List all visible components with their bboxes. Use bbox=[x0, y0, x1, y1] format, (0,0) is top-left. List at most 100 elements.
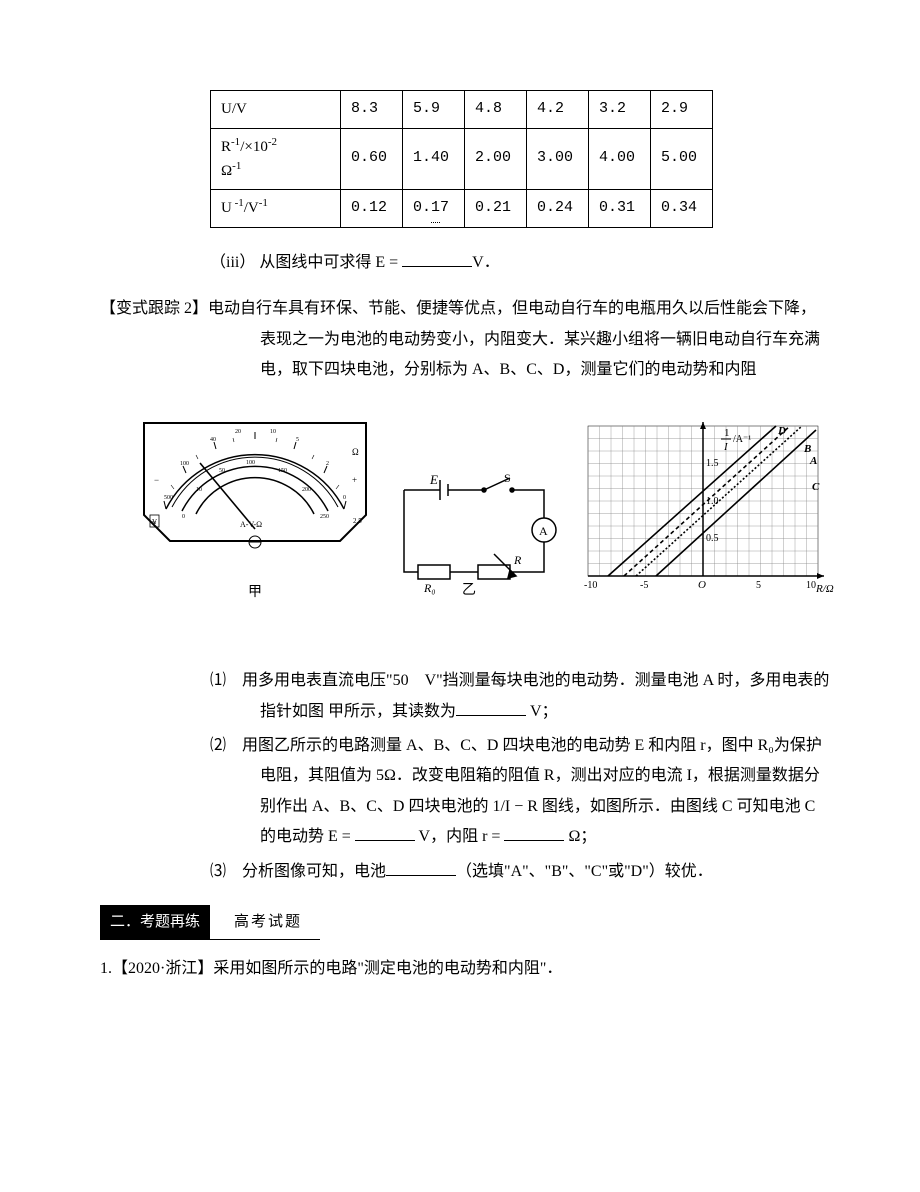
svg-text:10: 10 bbox=[196, 487, 202, 493]
row-header: U/V bbox=[211, 91, 341, 129]
blank bbox=[504, 824, 564, 842]
figure-circuit: A E S R₀ R 乙 bbox=[384, 466, 564, 607]
table-row: U/V 8.3 5.9 4.8 4.2 3.2 2.9 bbox=[211, 91, 713, 129]
svg-text:/A⁻¹: /A⁻¹ bbox=[733, 434, 751, 445]
svg-text:1.5: 1.5 bbox=[706, 458, 719, 469]
q3: ⑶ 分析图像可知，电池 （选填"A"、"B"、"C"或"D"）较优． bbox=[210, 857, 830, 887]
svg-text:C: C bbox=[812, 481, 820, 493]
svg-text:10: 10 bbox=[270, 429, 276, 435]
svg-text:500: 500 bbox=[164, 495, 173, 501]
svg-text:1.0: 1.0 bbox=[706, 496, 719, 507]
figures-row: 500 100 40 20 10 5 2 0 0 10 50 100 150 2… bbox=[140, 416, 830, 607]
svg-text:1: 1 bbox=[724, 427, 730, 439]
cell: 0.17 bbox=[403, 189, 465, 228]
variant-body: 电动自行车具有环保、节能、便捷等优点，但电动自行车的电瓶用久以后性能会下降，表现… bbox=[208, 300, 820, 378]
q-num: ⑵ bbox=[210, 737, 226, 754]
cell: 5.9 bbox=[403, 91, 465, 129]
svg-text:−: − bbox=[154, 475, 159, 485]
blank bbox=[402, 249, 472, 267]
iii-line: （iii） 从图线中可求得 E = V． bbox=[210, 248, 830, 278]
svg-text:5: 5 bbox=[296, 437, 299, 443]
figure-meter: 500 100 40 20 10 5 2 0 0 10 50 100 150 2… bbox=[140, 419, 370, 606]
cell: 0.12 bbox=[341, 189, 403, 228]
section-ink: 二．考题再练 bbox=[100, 905, 210, 941]
table-row: R-1/×10-2Ω-1 0.60 1.40 2.00 3.00 4.00 5.… bbox=[211, 128, 713, 189]
cell: 1.40 bbox=[403, 128, 465, 189]
q-text-b: （选填"A"、"B"、"C"或"D"）较优． bbox=[456, 863, 713, 880]
svg-text:100: 100 bbox=[180, 461, 189, 467]
cell: 0.60 bbox=[341, 128, 403, 189]
svg-text:2.5: 2.5 bbox=[353, 517, 362, 525]
q-text: 分析图像可知，电池 bbox=[242, 863, 386, 880]
svg-text:R₀: R₀ bbox=[423, 581, 436, 595]
svg-text:O: O bbox=[698, 579, 706, 591]
svg-text:150: 150 bbox=[278, 468, 287, 474]
cell: 2.9 bbox=[651, 91, 713, 129]
table-row: U -1/V-1 0.12 0.17 0.21 0.24 0.31 0.34 bbox=[211, 189, 713, 228]
svg-text:50: 50 bbox=[219, 468, 225, 474]
section-bar: 二．考题再练 高考试题 bbox=[100, 905, 830, 941]
svg-text:10: 10 bbox=[806, 580, 816, 591]
svg-text:-10: -10 bbox=[584, 580, 597, 591]
questions: ⑴ 用多用电表直流电压"50 V"挡测量每块电池的电动势．测量电池 A 时，多用… bbox=[210, 666, 830, 887]
exam-item-1: 1.【2020·浙江】采用如图所示的电路"测定电池的电动势和内阻"． bbox=[100, 954, 830, 984]
q2: ⑵ 用图乙所示的电路测量 A、B、C、D 四块电池的电动势 E 和内阻 r，图中… bbox=[210, 731, 830, 853]
svg-text:R/Ω: R/Ω bbox=[815, 583, 834, 595]
svg-text:250: 250 bbox=[320, 514, 329, 520]
cell: 2.00 bbox=[465, 128, 527, 189]
circuit-svg: A E S R₀ R 乙 bbox=[384, 466, 564, 596]
cell: 4.8 bbox=[465, 91, 527, 129]
iii-unit: V． bbox=[472, 254, 500, 271]
svg-text:5: 5 bbox=[756, 580, 761, 591]
figure-graph: 0.5 1.0 1.5 1 I /A⁻¹ -10 -5 O 5 10 R/Ω D… bbox=[578, 416, 838, 607]
cell: 0.31 bbox=[589, 189, 651, 228]
q-num: ⑶ bbox=[210, 863, 226, 880]
svg-text:A: A bbox=[539, 524, 548, 538]
cell: 8.3 bbox=[341, 91, 403, 129]
cell: 4.00 bbox=[589, 128, 651, 189]
svg-text:D: D bbox=[777, 425, 786, 437]
cell: 4.2 bbox=[527, 91, 589, 129]
svg-text:-5: -5 bbox=[640, 580, 648, 591]
svg-text:40: 40 bbox=[210, 437, 216, 443]
section-plain: 高考试题 bbox=[210, 905, 320, 941]
meter-svg: 500 100 40 20 10 5 2 0 0 10 50 100 150 2… bbox=[140, 419, 370, 569]
svg-text:0: 0 bbox=[182, 514, 185, 520]
svg-text:I: I bbox=[723, 441, 729, 453]
svg-text:A-V-Ω: A-V-Ω bbox=[240, 520, 262, 529]
blank bbox=[456, 698, 526, 716]
q-unit: V； bbox=[526, 703, 558, 720]
svg-text:Ω: Ω bbox=[352, 447, 359, 457]
blank bbox=[355, 824, 415, 842]
blank bbox=[386, 858, 456, 876]
svg-text:S: S bbox=[504, 471, 511, 485]
svg-text:E: E bbox=[429, 472, 438, 487]
iii-text: （iii） 从图线中可求得 E = bbox=[210, 254, 402, 271]
svg-text:V: V bbox=[152, 518, 157, 526]
q-unit: Ω； bbox=[564, 828, 596, 845]
row-header: R-1/×10-2Ω-1 bbox=[211, 128, 341, 189]
svg-text:A: A bbox=[809, 455, 817, 467]
cell: 0.34 bbox=[651, 189, 713, 228]
variant-title: 【变式跟踪 2】 bbox=[100, 300, 208, 317]
q1: ⑴ 用多用电表直流电压"50 V"挡测量每块电池的电动势．测量电池 A 时，多用… bbox=[210, 666, 830, 727]
svg-text:20: 20 bbox=[235, 429, 241, 435]
data-table: U/V 8.3 5.9 4.8 4.2 3.2 2.9 R-1/×10-2Ω-1… bbox=[210, 90, 713, 228]
svg-text:0.5: 0.5 bbox=[706, 533, 719, 544]
svg-text:B: B bbox=[803, 443, 811, 455]
q-mid: V，内阻 r = bbox=[415, 828, 505, 845]
svg-text:+: + bbox=[352, 475, 357, 485]
meter-label: 甲 bbox=[140, 580, 370, 607]
graph-svg: 0.5 1.0 1.5 1 I /A⁻¹ -10 -5 O 5 10 R/Ω D… bbox=[578, 416, 838, 596]
svg-text:100: 100 bbox=[246, 460, 255, 466]
svg-text:200: 200 bbox=[302, 487, 311, 493]
cell: 0.24 bbox=[527, 189, 589, 228]
cell: 0.21 bbox=[465, 189, 527, 228]
cell: 5.00 bbox=[651, 128, 713, 189]
cell: 3.2 bbox=[589, 91, 651, 129]
svg-text:2: 2 bbox=[326, 461, 329, 467]
svg-text:R: R bbox=[513, 553, 522, 567]
cell: 3.00 bbox=[527, 128, 589, 189]
row-header: U -1/V-1 bbox=[211, 189, 341, 228]
variant-2: 【变式跟踪 2】电动自行车具有环保、节能、便捷等优点，但电动自行车的电瓶用久以后… bbox=[100, 294, 830, 385]
